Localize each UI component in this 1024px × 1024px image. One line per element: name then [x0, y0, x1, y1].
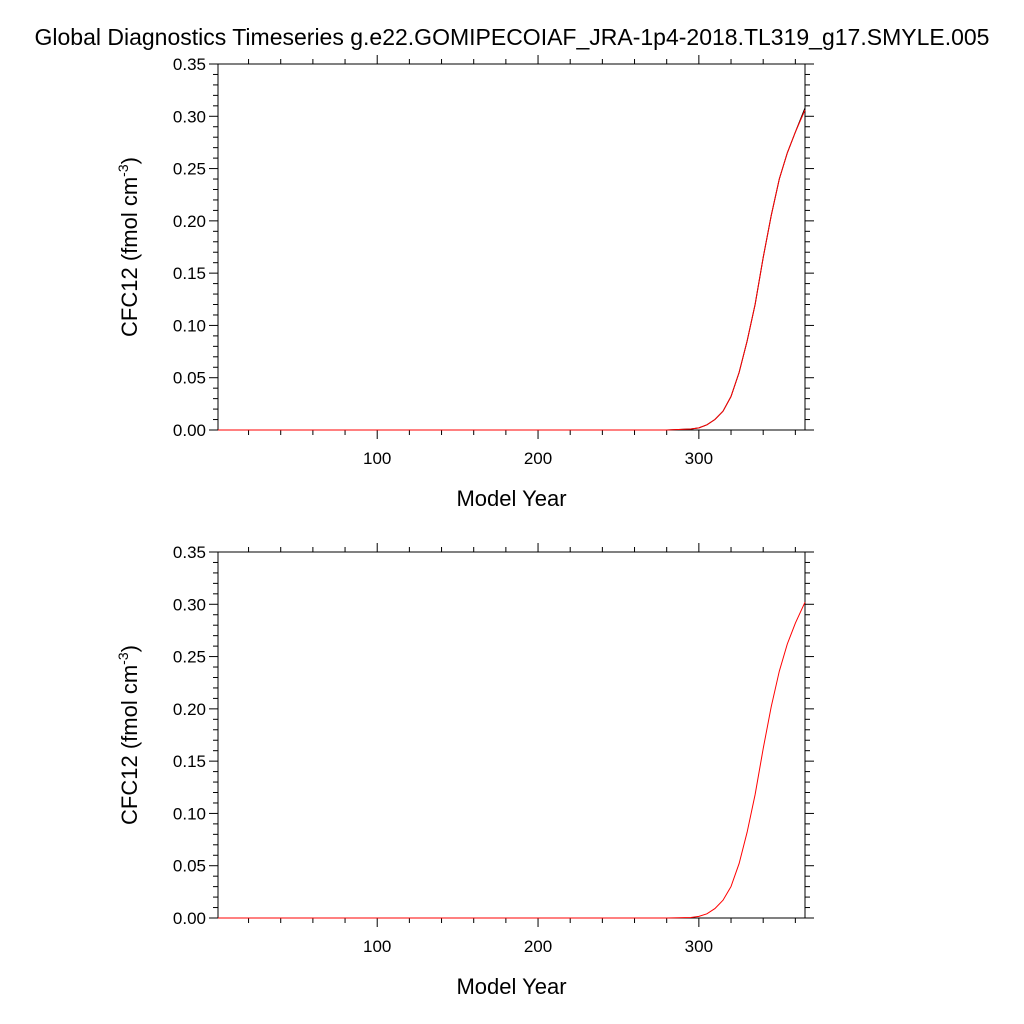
- y-tick-label: 0.00: [173, 421, 206, 440]
- y-tick-label: 0.15: [173, 752, 206, 771]
- y-tick-label: 0.15: [173, 264, 206, 283]
- plot-frame: [217, 63, 806, 431]
- y-tick-label: 0.25: [173, 160, 206, 179]
- x-tick-label: 200: [524, 449, 552, 468]
- bottom-panel: 0.00 0.05 0.10 0.15 0.20 0.25 0.30 0.35 100 200 30…: [115, 543, 814, 999]
- chart-title: Global Diagnostics Timeseries g.e22.GOMI…: [34, 24, 990, 50]
- series-line-0: [218, 601, 806, 919]
- y-tick-label: 0.00: [173, 909, 206, 928]
- series-line-0: [218, 107, 806, 431]
- y-tick-label: 0.05: [173, 369, 206, 388]
- y-tick-label: 0.30: [173, 107, 206, 126]
- x-axis-title: Model Year: [456, 974, 566, 999]
- y-tick-label: 0.35: [173, 543, 206, 562]
- y-axis-title: CFC12 (fmol cm-3): [115, 645, 142, 825]
- x-tick-label: 100: [363, 937, 391, 956]
- y-tick-label: 0.35: [173, 55, 206, 74]
- y-tick-label: 0.05: [173, 857, 206, 876]
- y-tick-label: 0.20: [173, 212, 206, 231]
- top-panel: 0.00 0.05 0.10 0.15 0.20 0.25 0.30 0.35 100 200 30…: [115, 55, 814, 511]
- x-tick-label: 300: [685, 937, 713, 956]
- x-tick-label: 300: [685, 449, 713, 468]
- x-tick-label: 200: [524, 937, 552, 956]
- y-tick-label: 0.30: [173, 595, 206, 614]
- y-tick-label: 0.25: [173, 648, 206, 667]
- y-tick-label: 0.10: [173, 316, 206, 335]
- plot-frame: [217, 551, 806, 919]
- y-tick-label: 0.10: [173, 804, 206, 823]
- x-tick-label: 100: [363, 449, 391, 468]
- y-tick-label: 0.20: [173, 700, 206, 719]
- y-axis-title: CFC12 (fmol cm-3): [115, 157, 142, 337]
- series-line-1: [218, 109, 806, 431]
- x-axis-title: Model Year: [456, 486, 566, 511]
